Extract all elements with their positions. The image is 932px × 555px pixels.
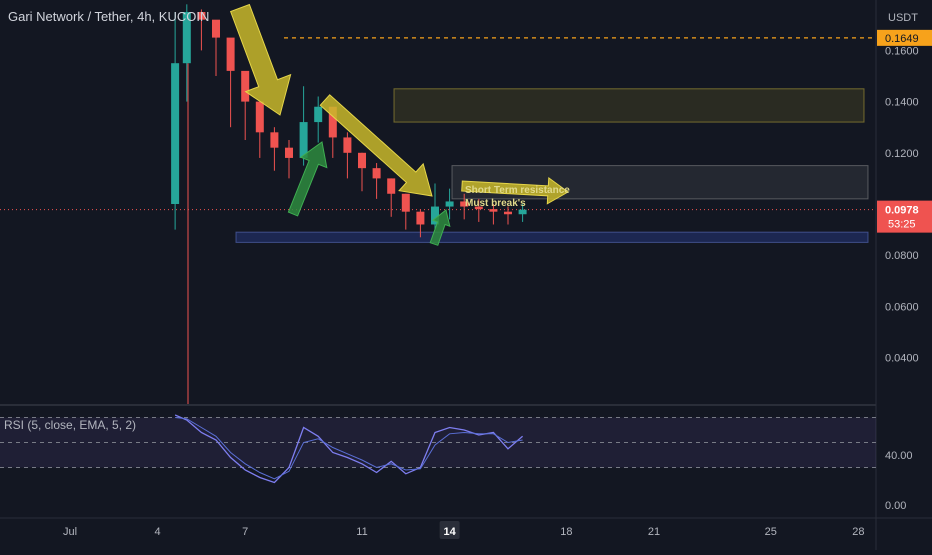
rsi-line bbox=[174, 414, 524, 484]
candle-body bbox=[197, 12, 206, 20]
candle-body bbox=[299, 122, 308, 158]
upper-resistance-zone bbox=[393, 88, 865, 123]
time-tick-label: 21 bbox=[648, 526, 660, 538]
price-pane[interactable] bbox=[0, 0, 876, 404]
last-price-label: 0.0978 bbox=[885, 205, 919, 217]
rsi-pane[interactable] bbox=[0, 406, 876, 518]
candle-body bbox=[387, 178, 396, 194]
right-arrow bbox=[461, 176, 569, 205]
candle-body bbox=[343, 137, 352, 153]
rsi-title: RSI (5, close, EMA, 5, 2) bbox=[4, 418, 137, 432]
candle-body bbox=[182, 12, 191, 64]
candle-body bbox=[460, 201, 469, 207]
price-tick-label: 0.1400 bbox=[885, 97, 919, 109]
candle-body bbox=[328, 106, 337, 138]
up-arrow-1 bbox=[287, 141, 328, 217]
target-price-tag bbox=[877, 29, 932, 46]
time-tick-label: 28 bbox=[852, 526, 864, 538]
pane-divider[interactable] bbox=[0, 404, 932, 406]
candle-body bbox=[212, 19, 220, 38]
candle-body bbox=[431, 206, 439, 225]
up-arrow-2 bbox=[429, 209, 451, 246]
candle-body bbox=[474, 206, 483, 210]
candle-body bbox=[226, 37, 235, 71]
rsi-tick-label: 0.00 bbox=[885, 500, 906, 512]
candle-body bbox=[314, 106, 323, 123]
price-tick-label: 0.0600 bbox=[885, 301, 919, 313]
rsi-ma-line bbox=[175, 417, 523, 480]
time-highlight bbox=[439, 521, 460, 539]
candle-body bbox=[255, 101, 264, 133]
candle-body bbox=[401, 193, 410, 212]
candle-body bbox=[285, 147, 293, 158]
candle-body bbox=[445, 201, 454, 207]
last-price-tag bbox=[877, 200, 932, 233]
annotation-short-term-resistance: Short Term resistance bbox=[465, 185, 570, 196]
time-tick-label: 11 bbox=[356, 526, 367, 538]
time-tick-label: 25 bbox=[765, 526, 777, 538]
candle-body bbox=[241, 70, 250, 102]
time-tick-label: 4 bbox=[155, 526, 161, 538]
candle-body bbox=[270, 132, 279, 148]
time-tick-label: Jul bbox=[63, 526, 77, 538]
countdown-label: 53:25 bbox=[888, 219, 916, 231]
time-tick-label: 7 bbox=[242, 526, 248, 538]
candle-body bbox=[358, 152, 366, 169]
candle-body bbox=[372, 168, 381, 179]
time-axis[interactable] bbox=[0, 518, 932, 550]
candle-body bbox=[504, 211, 512, 215]
price-tick-label: 0.1200 bbox=[885, 148, 919, 160]
time-tick-label: 18 bbox=[560, 526, 572, 538]
annotation-must-break: Must break's bbox=[465, 198, 526, 209]
chart-title: Gari Network / Tether, 4h, KUCOIN bbox=[8, 9, 210, 24]
candle-body bbox=[518, 209, 527, 215]
price-tick-label: 0.0400 bbox=[885, 353, 919, 365]
candle-body bbox=[416, 211, 425, 225]
candle-body bbox=[489, 209, 498, 212]
currency-label: USDT bbox=[888, 12, 918, 24]
price-tick-label: 0.0800 bbox=[885, 250, 919, 262]
target-price-label: 0.1649 bbox=[885, 33, 919, 45]
down-arrow-2 bbox=[319, 94, 433, 197]
down-arrow-1 bbox=[229, 3, 292, 116]
price-tick-label: 0.1600 bbox=[885, 45, 919, 57]
price-axis[interactable] bbox=[876, 0, 932, 518]
support-zone bbox=[235, 231, 869, 243]
rsi-tick-label: 40.00 bbox=[885, 450, 913, 462]
candle-body bbox=[171, 63, 180, 205]
time-tick-label: 14 bbox=[443, 526, 456, 538]
